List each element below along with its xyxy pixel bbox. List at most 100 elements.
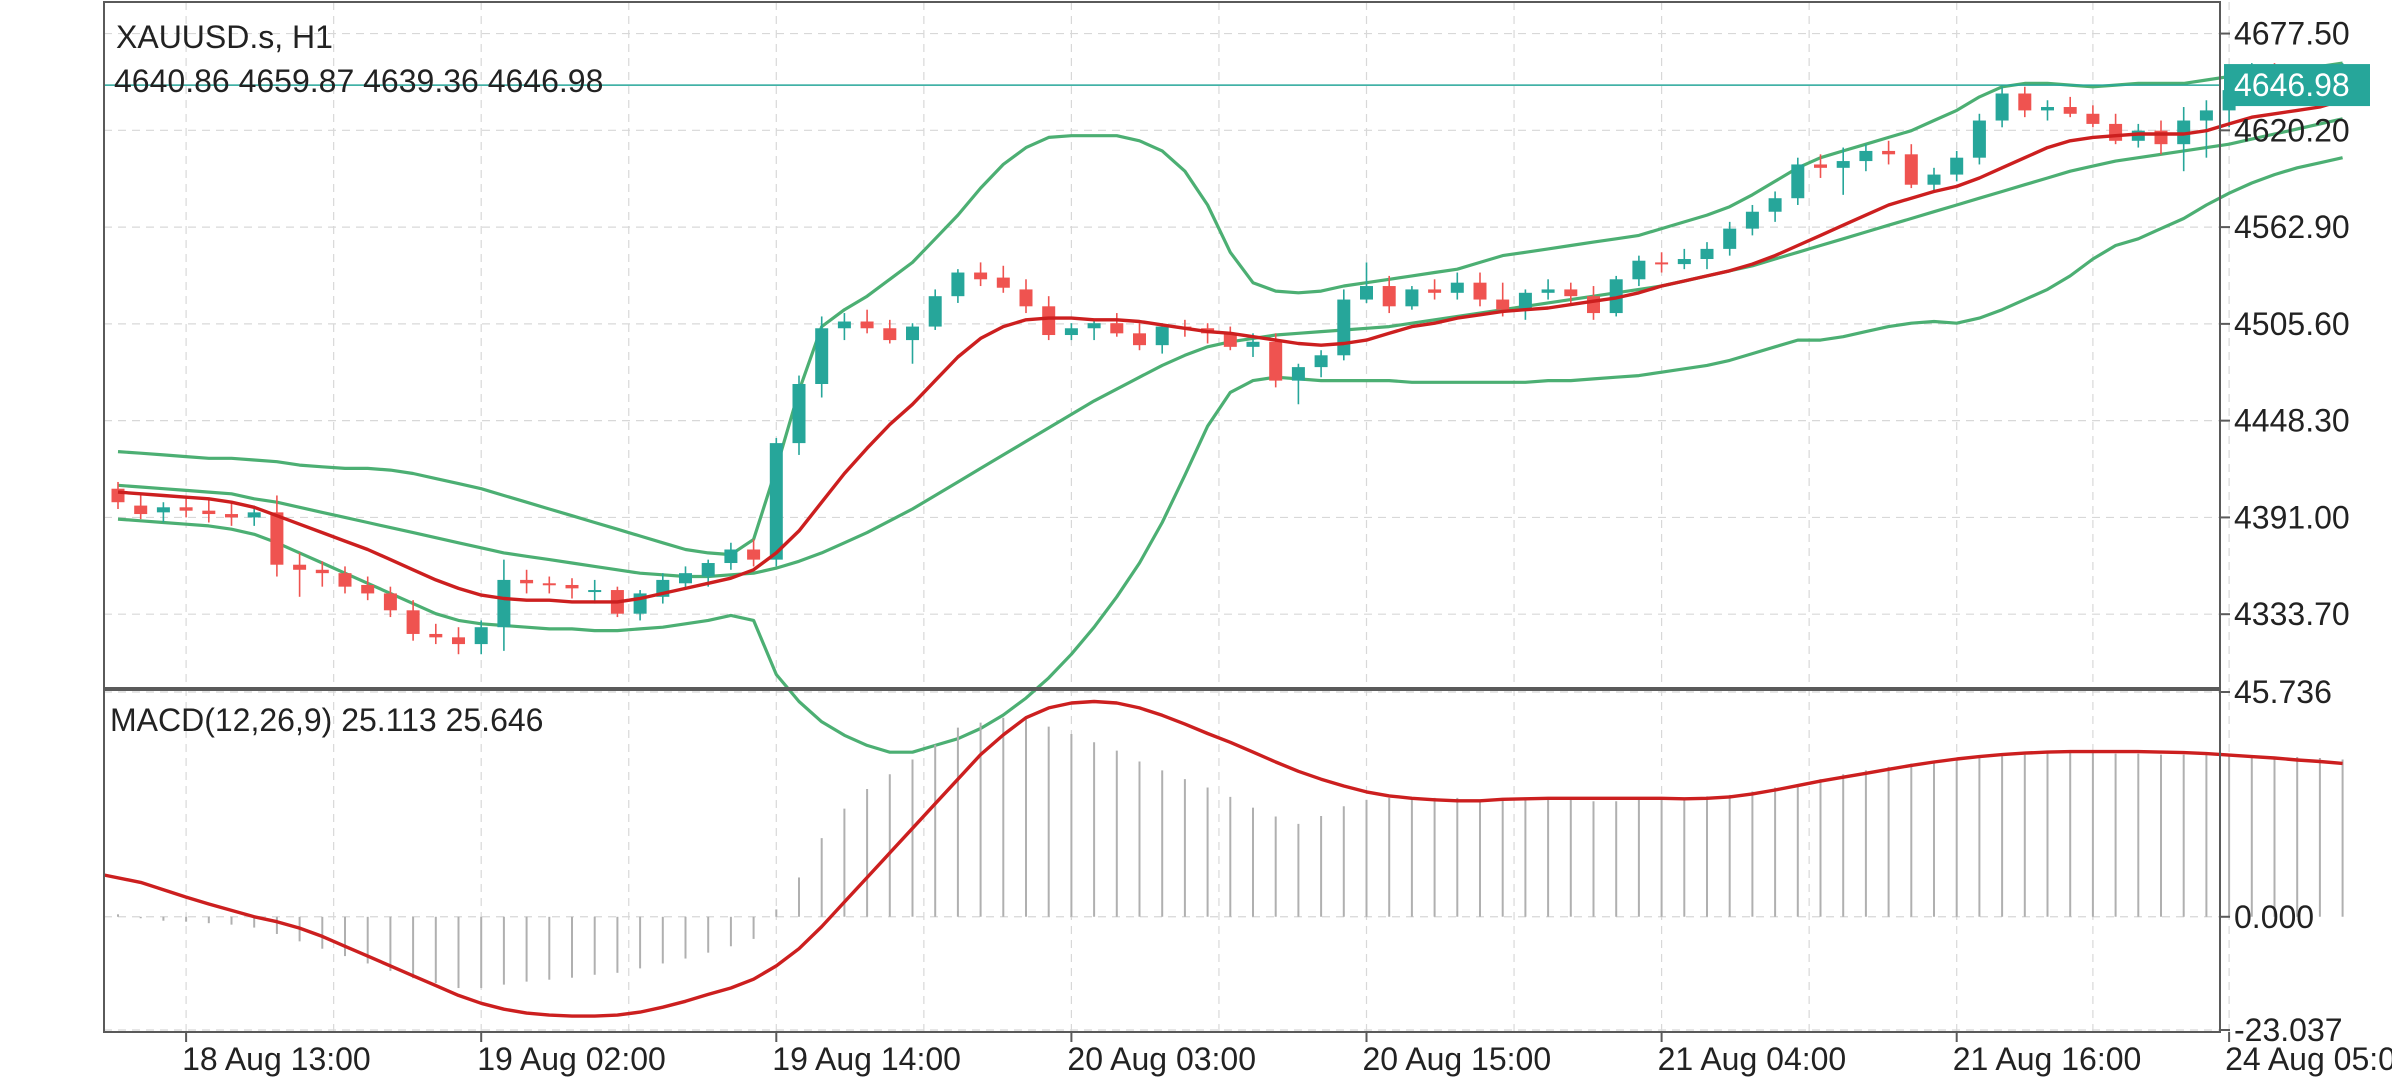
candle — [883, 319, 897, 344]
candle — [1064, 323, 1078, 341]
candle-body — [860, 321, 874, 329]
candle — [293, 552, 307, 597]
candle — [1836, 147, 1850, 195]
candle — [406, 600, 420, 641]
candle — [1950, 150, 1964, 182]
candle-body — [1723, 228, 1737, 249]
candle-body — [520, 579, 534, 584]
macd-signal-line — [103, 699, 2343, 1018]
candle-body — [701, 563, 715, 577]
macd-tick-label: 0.000 — [2234, 899, 2314, 935]
candle — [542, 576, 556, 594]
candle — [1382, 275, 1396, 314]
candle-body — [1972, 120, 1986, 158]
candle-body — [769, 443, 783, 560]
candle-body — [1450, 282, 1464, 293]
candle — [1859, 144, 1873, 172]
candle — [860, 309, 874, 334]
candle — [928, 289, 942, 330]
candle — [837, 313, 851, 341]
candle — [179, 497, 193, 518]
candle-body — [1382, 286, 1396, 307]
candle-body — [2109, 123, 2123, 141]
candle-body — [951, 272, 965, 297]
candle — [2177, 107, 2191, 172]
macd-tick-label: -23.037 — [2234, 1012, 2343, 1048]
candle — [974, 262, 988, 287]
candle-body — [1655, 262, 1669, 265]
candle-body — [1859, 150, 1873, 162]
bollinger-upper-line — [117, 61, 2343, 557]
candle — [270, 495, 284, 577]
candle-body — [837, 321, 851, 329]
candle — [1223, 326, 1237, 351]
candle — [792, 375, 806, 455]
candle — [656, 573, 670, 604]
candle-body — [2086, 113, 2100, 124]
candle — [1768, 191, 1782, 222]
candle-body — [1745, 211, 1759, 229]
candle-body — [747, 549, 761, 560]
candle — [1450, 272, 1464, 300]
candle — [1632, 255, 1646, 287]
candle-body — [1632, 260, 1646, 280]
candle — [1655, 252, 1669, 273]
candle-body — [1360, 286, 1373, 300]
price-tick-label: 4333.70 — [2234, 596, 2350, 632]
candle-body — [906, 326, 919, 341]
price-tick-label: 4391.00 — [2234, 499, 2350, 535]
candle-body — [1700, 248, 1714, 260]
candle — [361, 576, 375, 601]
candle-body — [361, 584, 375, 594]
candle — [996, 265, 1010, 293]
bollinger-lower-line — [117, 156, 2343, 754]
candle-body — [996, 277, 1010, 288]
candle-body — [270, 512, 284, 565]
price-tick-label: 4562.90 — [2234, 209, 2350, 245]
candle-body — [1677, 259, 1691, 265]
candle-body — [565, 584, 579, 589]
candle — [452, 627, 465, 655]
candle — [1473, 272, 1487, 307]
candle-body — [1337, 299, 1351, 356]
candle-body — [1541, 289, 1555, 293]
candle-body — [497, 579, 511, 628]
candle — [497, 559, 511, 651]
candle-body — [1110, 323, 1124, 334]
candle-body — [1496, 299, 1510, 310]
candle — [338, 566, 352, 594]
candle-body — [1882, 150, 1896, 155]
candle — [383, 586, 397, 618]
candle-body — [1428, 289, 1442, 293]
candle-body — [247, 512, 261, 518]
candle — [156, 502, 170, 523]
candle — [1927, 167, 1941, 192]
candle — [474, 620, 488, 655]
candles — [111, 63, 2350, 655]
candle-body — [1587, 296, 1600, 314]
candle — [1110, 313, 1124, 337]
candle-body — [724, 549, 738, 564]
candle-body — [1291, 367, 1305, 381]
candle — [1904, 144, 1918, 189]
candle — [1087, 319, 1101, 341]
candle — [134, 495, 148, 520]
candle-body — [588, 590, 602, 593]
candle — [2154, 120, 2168, 155]
candle — [633, 590, 647, 621]
candle-body — [792, 384, 806, 444]
candle-body — [1042, 306, 1056, 336]
candle-body — [1473, 282, 1487, 300]
candle-body — [1791, 164, 1805, 199]
moving-average — [117, 98, 2344, 604]
candle — [202, 498, 216, 523]
candle-body — [429, 633, 443, 638]
macd-signal-path — [103, 699, 2343, 1018]
candle — [1428, 279, 1442, 300]
candle-body — [1518, 292, 1532, 310]
candle-body — [179, 507, 193, 511]
candle-body — [1087, 323, 1101, 329]
candle — [2109, 113, 2123, 145]
candle-body — [1814, 164, 1827, 168]
